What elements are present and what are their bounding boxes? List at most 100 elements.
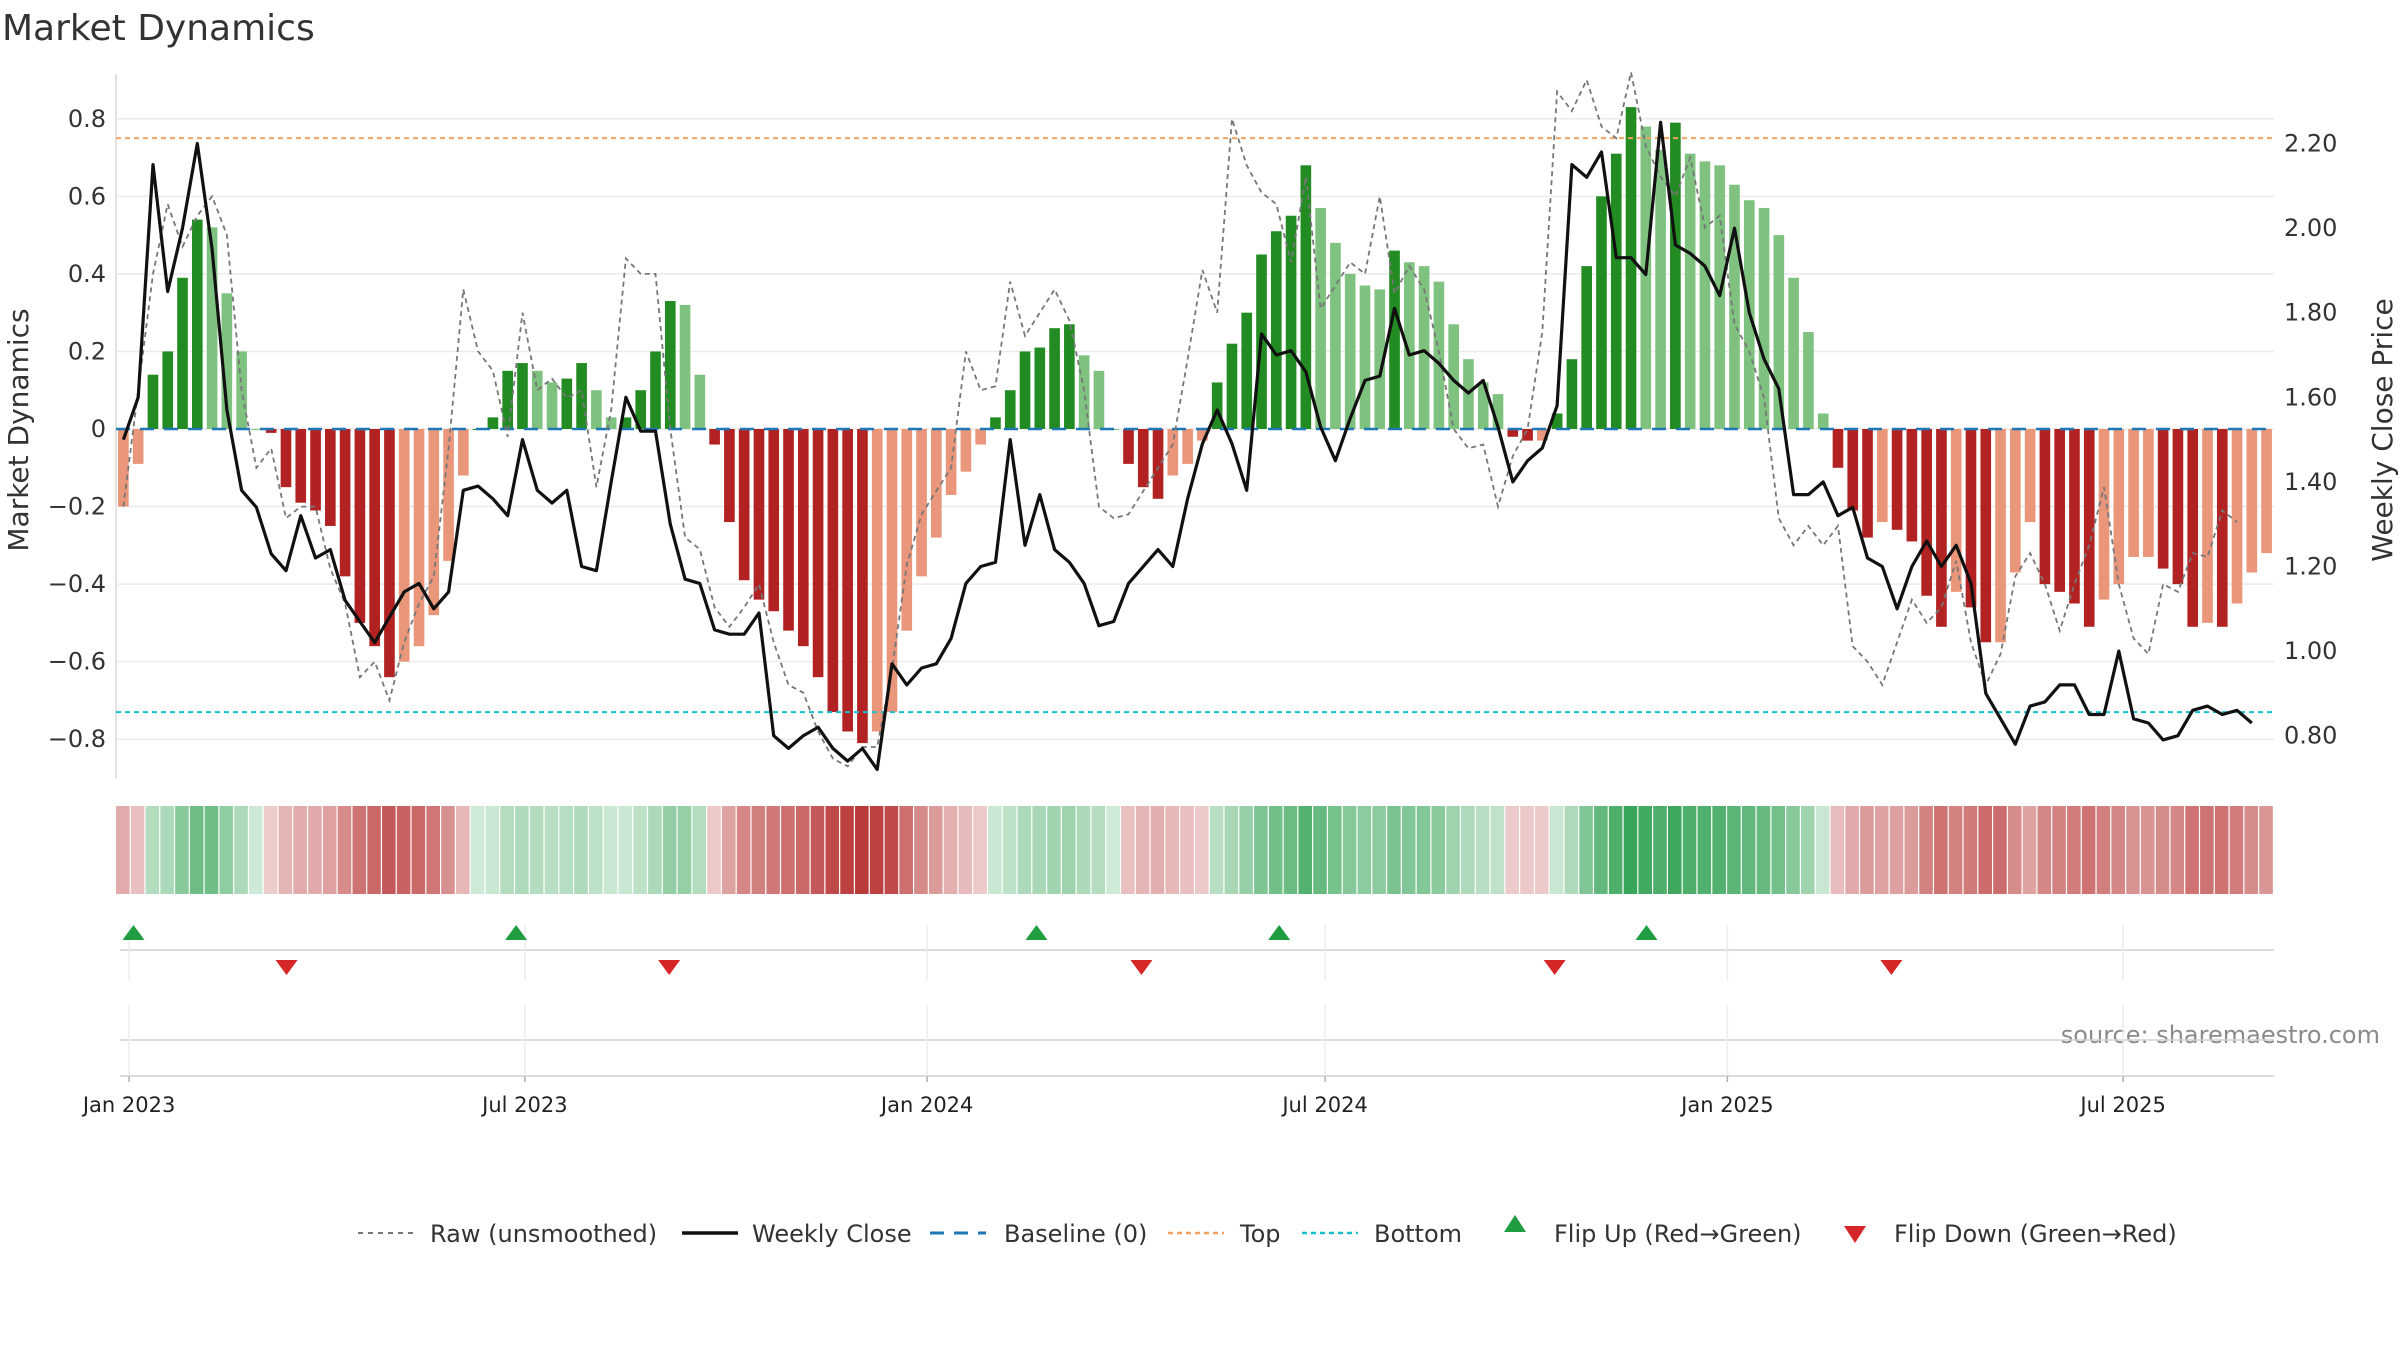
dynamics-bar [1566, 359, 1578, 429]
regime-cell [515, 806, 529, 894]
dynamics-bar [857, 429, 868, 744]
regime-cell [2140, 806, 2155, 894]
regime-cell [1357, 806, 1372, 894]
date-tick-label: Jul 2023 [480, 1093, 567, 1117]
dynamics-bar [2024, 429, 2036, 523]
regime-cell [1032, 806, 1046, 894]
dynamics-bars [118, 107, 2272, 744]
regime-cell [1475, 806, 1490, 894]
left-tick-label: 0.4 [68, 260, 106, 288]
dynamics-bar [753, 429, 765, 600]
dynamics-bar [605, 417, 617, 429]
regime-cell [1638, 806, 1653, 894]
regime-cell [367, 806, 381, 894]
regime-cell [1904, 806, 1919, 894]
regime-cell [2096, 806, 2111, 894]
dynamics-bar [531, 370, 543, 429]
dynamics-bar [1418, 266, 1430, 429]
regime-cell [736, 806, 751, 894]
dynamics-bar [871, 429, 883, 732]
regime-cell [1505, 806, 1519, 894]
right-tick-label: 1.00 [2284, 637, 2337, 665]
regime-cell [722, 806, 736, 894]
dynamics-bar [265, 429, 277, 433]
dynamics-bar [945, 429, 957, 495]
dynamics-bar [1182, 429, 1193, 464]
regime-cell [1697, 806, 1712, 894]
dynamics-bar [916, 429, 927, 577]
regime-cell [382, 806, 396, 894]
regime-cell [485, 806, 500, 894]
regime-cell [1416, 806, 1431, 894]
dynamics-bar [1729, 184, 1740, 429]
dynamics-bar [2157, 429, 2169, 569]
legend-close-label: Weekly Close [752, 1220, 912, 1248]
dynamics-bar [797, 429, 809, 647]
regime-cell [1564, 806, 1579, 894]
right-tick-label: 1.80 [2284, 299, 2337, 327]
dynamics-bar [1670, 122, 1681, 430]
regime-cell [884, 806, 899, 894]
regime-cell [1771, 806, 1786, 894]
dynamics-bar [2098, 429, 2110, 600]
dynamics-bar [1004, 390, 1016, 429]
dynamics-bar [1359, 285, 1371, 429]
regime-cell [1106, 806, 1120, 894]
flip-up-marker [1025, 925, 1048, 940]
regime-cell [1889, 806, 1904, 894]
regime-cell [662, 806, 677, 894]
flip-down-marker [1880, 960, 1903, 975]
legend-top-label: Top [1239, 1220, 1281, 1248]
regime-cell [204, 806, 219, 894]
right-tick-label: 1.60 [2284, 383, 2337, 411]
regime-cell [1446, 806, 1460, 894]
dynamics-bar [2039, 429, 2051, 585]
regime-cell [958, 806, 973, 894]
dynamics-bar [2113, 429, 2125, 585]
dynamics-bar [1699, 161, 1711, 429]
reference-lines [116, 137, 2274, 714]
left-tick-label: −0.2 [48, 493, 106, 521]
regime-cell [1372, 806, 1386, 894]
regime-cell [2229, 806, 2244, 894]
regime-cell [470, 806, 485, 894]
regime-cell [2126, 806, 2140, 894]
regime-cell [825, 806, 840, 894]
regime-cell [2081, 806, 2096, 894]
dynamics-bar [1581, 266, 1593, 429]
dynamics-bar [118, 429, 129, 507]
regime-cell [1653, 806, 1667, 894]
regime-cell [1815, 806, 1830, 894]
dynamics-bar [960, 429, 972, 472]
dynamics-bar [768, 429, 780, 612]
left-tick-label: 0.2 [68, 337, 106, 365]
dynamics-bar [2069, 429, 2080, 604]
regime-cell [707, 806, 721, 894]
regime-cell [1549, 806, 1564, 894]
dynamics-bar [458, 429, 469, 476]
dynamics-bar [1137, 429, 1149, 488]
dynamics-bar [132, 429, 144, 464]
regime-cell [308, 806, 322, 894]
flip-down-marker [1130, 960, 1153, 975]
dynamics-bar [1093, 370, 1105, 429]
dynamics-bar [1226, 343, 1238, 429]
dynamics-bar [1433, 281, 1445, 429]
regime-cell [1091, 806, 1106, 894]
regime-cell [574, 806, 588, 894]
regime-cell [411, 806, 426, 894]
dynamics-bar [724, 429, 735, 523]
regime-cell [2022, 806, 2037, 894]
regime-cell [1594, 806, 1608, 894]
dynamics-bar [354, 429, 366, 623]
regime-cell [1135, 806, 1150, 894]
regime-cell [426, 806, 440, 894]
regime-cell [795, 806, 810, 894]
date-tick-label: Jul 2025 [2078, 1093, 2165, 1117]
dynamics-bar [1404, 262, 1415, 429]
weekly-close-line [121, 120, 2253, 772]
dynamics-bar [901, 429, 913, 631]
dynamics-bar [1507, 429, 1519, 437]
regime-cell [1963, 806, 1978, 894]
